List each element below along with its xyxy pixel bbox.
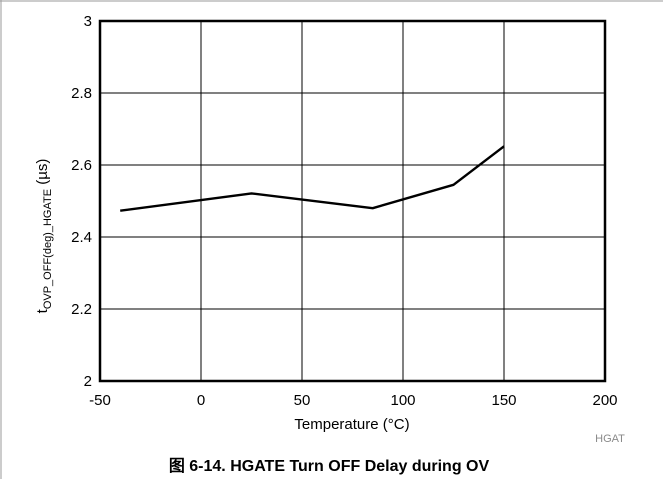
x-axis-title: Temperature (°C): [294, 416, 409, 433]
y-tick-labels: 2 2.2 2.4 2.6 2.8 3: [71, 13, 92, 390]
grid-layer: [100, 21, 605, 381]
series-line: [120, 146, 504, 210]
x-tick-labels: -50 0 50 100 150 200: [89, 392, 617, 409]
y-axis-title-unit: (µs): [34, 159, 51, 189]
watermark-text: HGAT: [595, 433, 625, 445]
x-tick-label: 0: [197, 392, 205, 409]
y-tick-label: 2.6: [71, 157, 92, 174]
x-tick-label: 150: [491, 392, 516, 409]
x-tick-label: 100: [390, 392, 415, 409]
y-tick-label: 3: [84, 13, 92, 30]
y-tick-label: 2.4: [71, 229, 92, 246]
y-axis-title: tOVP_OFF(deg)_HGATE (µs): [34, 159, 54, 314]
y-tick-label: 2.2: [71, 301, 92, 318]
plot-frame-layer: [100, 21, 605, 381]
x-tick-label: -50: [89, 392, 111, 409]
figure-caption: 图 6-14. HGATE Turn OFF Delay during OV: [169, 457, 490, 475]
y-tick-label: 2.8: [71, 85, 92, 102]
plot-frame: [100, 21, 605, 381]
x-tick-label: 50: [294, 392, 311, 409]
y-axis-title-subscript: OVP_OFF(deg)_HGATE: [42, 189, 54, 309]
y-tick-label: 2: [84, 373, 92, 390]
x-tick-label: 200: [592, 392, 617, 409]
series-layer: [120, 146, 504, 210]
